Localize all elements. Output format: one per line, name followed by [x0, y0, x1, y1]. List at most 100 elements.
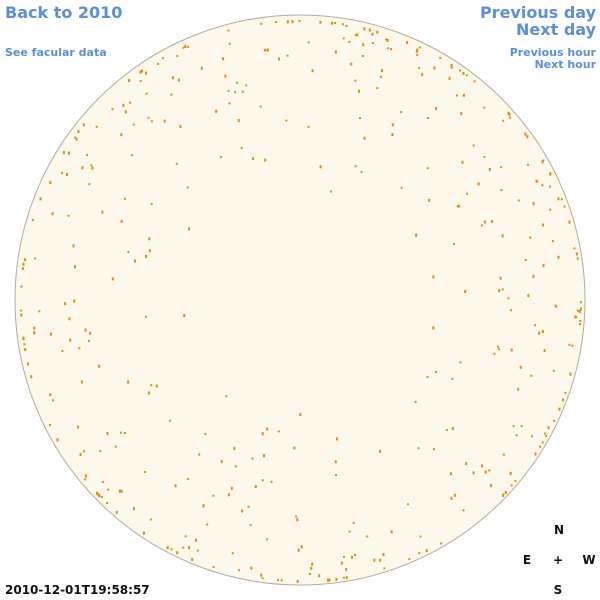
- facula: [122, 103, 125, 107]
- compass-center: +: [553, 553, 563, 567]
- facula: [128, 79, 131, 82]
- facula: [391, 133, 394, 137]
- facula: [464, 290, 467, 293]
- facula: [433, 66, 436, 70]
- facula: [433, 448, 435, 451]
- facula: [539, 445, 542, 448]
- facula: [127, 251, 130, 254]
- next-day-link[interactable]: Next day: [516, 20, 597, 39]
- facula: [418, 46, 421, 49]
- facula: [387, 47, 390, 50]
- facula: [357, 89, 360, 93]
- facula: [296, 580, 299, 583]
- facula: [477, 182, 480, 186]
- facula: [22, 262, 25, 266]
- facula: [150, 518, 153, 521]
- facula: [266, 427, 269, 431]
- facula: [440, 542, 443, 545]
- facula: [114, 445, 117, 448]
- facula: [72, 244, 75, 248]
- facula: [362, 43, 365, 47]
- facula: [307, 125, 310, 128]
- facula: [163, 119, 166, 123]
- facula: [383, 567, 386, 570]
- facula: [277, 579, 279, 582]
- facula: [450, 496, 453, 500]
- facula: [150, 120, 153, 123]
- facula: [507, 297, 510, 300]
- facula: [562, 398, 565, 402]
- facula: [204, 433, 207, 436]
- back-link[interactable]: Back to 2010: [5, 3, 122, 22]
- facula: [417, 66, 420, 69]
- facula: [573, 247, 576, 250]
- next-hour-link[interactable]: Next hour: [535, 58, 597, 71]
- facula: [462, 509, 465, 512]
- facula: [400, 186, 403, 189]
- facula: [67, 151, 70, 155]
- facula: [145, 71, 148, 75]
- facula: [354, 79, 357, 82]
- previous-hour-link[interactable]: Previous hour: [510, 46, 597, 59]
- facula: [335, 437, 338, 441]
- facula: [335, 577, 338, 581]
- facula: [334, 50, 337, 54]
- facula: [363, 27, 366, 31]
- facula: [465, 462, 468, 466]
- facula: [22, 336, 25, 340]
- facula: [541, 160, 544, 164]
- facula: [161, 57, 164, 60]
- facula: [354, 34, 357, 37]
- facula: [174, 484, 177, 488]
- compass-south: S: [554, 583, 563, 597]
- facula: [90, 164, 93, 167]
- facula: [147, 391, 150, 395]
- facula: [220, 156, 223, 159]
- facula: [51, 212, 54, 216]
- facula: [382, 553, 385, 556]
- facula: [176, 55, 179, 57]
- facula: [261, 432, 264, 436]
- facula: [575, 316, 578, 319]
- facula: [342, 37, 345, 40]
- facula: [144, 471, 146, 473]
- facula: [414, 400, 417, 403]
- facula: [416, 48, 419, 52]
- facula: [527, 163, 529, 166]
- facula: [462, 93, 465, 97]
- facula: [21, 267, 24, 271]
- facula: [200, 66, 203, 70]
- facula: [459, 361, 462, 364]
- facula: [459, 69, 461, 72]
- facula: [509, 472, 512, 475]
- facula: [84, 474, 87, 478]
- facula: [145, 92, 148, 95]
- facula: [237, 569, 240, 572]
- facula: [418, 552, 421, 555]
- facula: [426, 167, 429, 170]
- facular-link[interactable]: See facular data: [5, 46, 107, 59]
- facula: [465, 74, 468, 77]
- facula: [236, 81, 239, 84]
- facula: [354, 165, 357, 168]
- facula: [498, 289, 501, 293]
- facula: [91, 166, 94, 170]
- facula: [177, 78, 180, 82]
- facula: [379, 558, 382, 562]
- facula: [544, 432, 546, 435]
- facula: [343, 555, 345, 558]
- facula: [123, 432, 126, 434]
- previous-day-link[interactable]: Previous day: [480, 3, 597, 22]
- facula: [98, 364, 101, 368]
- facula: [83, 450, 86, 453]
- facula: [307, 41, 310, 44]
- facula: [480, 224, 483, 227]
- facula: [507, 111, 510, 115]
- facula: [265, 538, 268, 541]
- facula: [366, 535, 369, 538]
- facula: [311, 69, 314, 73]
- facula: [318, 574, 321, 578]
- facula: [118, 489, 121, 493]
- facula: [96, 491, 98, 495]
